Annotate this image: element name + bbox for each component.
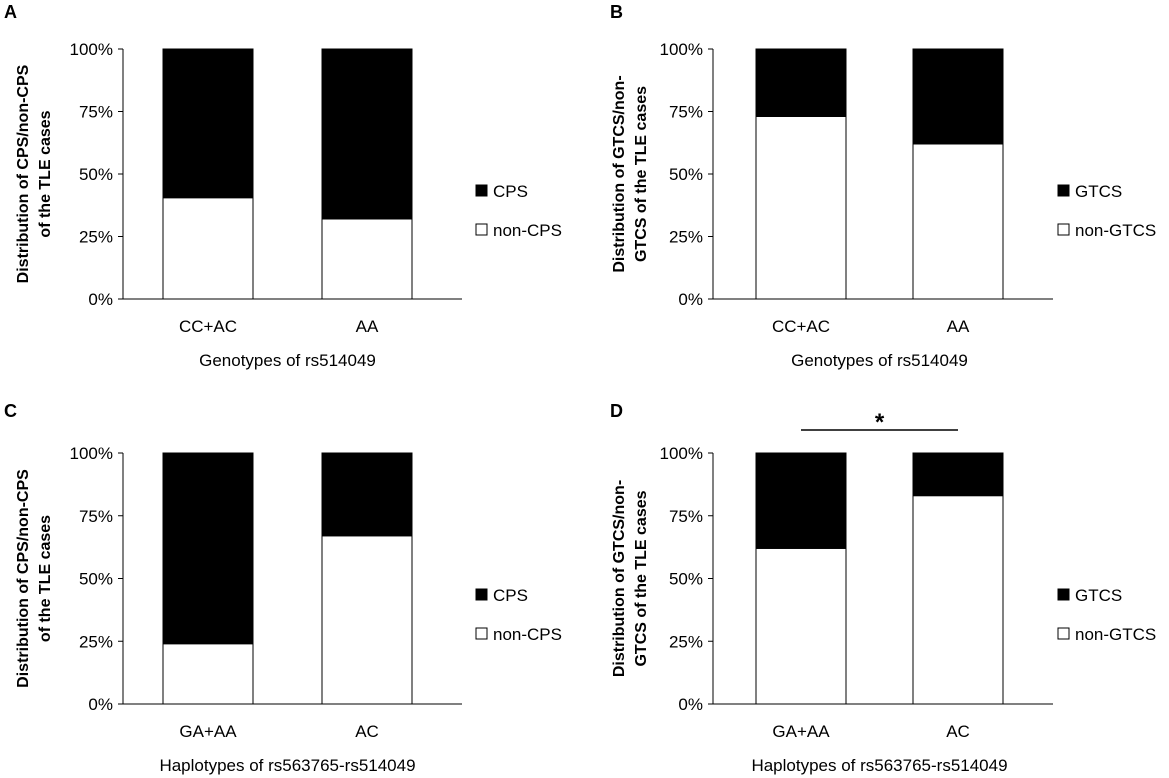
y-tick-label: 0% xyxy=(88,290,113,309)
legend-label-non-gtcs: non-GTCS xyxy=(1075,625,1156,644)
y-axis-title-line: Distribution of GTCS/non- xyxy=(611,75,628,272)
legend-swatch-non-gtcs xyxy=(1057,627,1070,640)
bar-non-gtcs-ac xyxy=(912,495,1004,705)
y-tick-label: 25% xyxy=(669,632,703,651)
bar-non-cps-ac xyxy=(321,535,413,705)
y-axis-title-line: of the TLE cases xyxy=(37,515,54,642)
y-tick-label: 25% xyxy=(79,228,113,247)
legend-swatch-non-gtcs xyxy=(1057,223,1070,236)
legend-label-gtcs: GTCS xyxy=(1075,182,1122,201)
bar-non-cps-ga-aa xyxy=(162,643,254,705)
panel-letter: B xyxy=(610,2,623,22)
bar-cps-ac xyxy=(321,452,413,537)
x-axis-title: Haplotypes of rs563765-rs514049 xyxy=(751,756,1007,775)
y-tick-label: 50% xyxy=(669,165,703,184)
y-axis-title: Distribution of GTCS/non- GTCS of the TLE… xyxy=(611,480,650,677)
y-tick-label: 50% xyxy=(79,570,113,589)
bar-non-cps-cc-ac xyxy=(162,197,254,300)
bar-cps-cc-ac xyxy=(162,48,254,199)
bar-non-gtcs-cc-ac xyxy=(755,116,847,300)
chart-panel-b: B 0% 25% 50% 75% 100% CC+AC AA Genotypes of rs51… xyxy=(610,2,1156,370)
y-axis-title-line: Distribution of CPS/non-CPS xyxy=(15,469,32,688)
y-axis-title: Distribution of GTCS/non- GTCS of the TLE… xyxy=(611,75,650,272)
legend-label-non-cps: non-CPS xyxy=(493,625,562,644)
y-tick-label: 0% xyxy=(88,695,113,714)
y-tick-label: 0% xyxy=(678,695,703,714)
legend-label-non-gtcs: non-GTCS xyxy=(1075,221,1156,240)
legend-swatch-cps xyxy=(475,588,488,601)
bar-gtcs-aa xyxy=(912,48,1004,145)
chart-panel-c: C 0% 25% 50% 75% 100% GA+AA AC Haplotypes of rs5… xyxy=(4,401,562,775)
x-category-label: GA+AA xyxy=(179,722,237,741)
legend-swatch-cps xyxy=(475,184,488,197)
chart-panel-a: A 0% 25% 50% 75% 100% CC+AC AA Genotypes of rs51… xyxy=(4,2,562,370)
x-category-label: AC xyxy=(946,722,970,741)
legend-swatch-non-cps xyxy=(475,627,488,640)
x-category-label: AC xyxy=(355,722,379,741)
y-axis-title-line: Distribution of CPS/non-CPS xyxy=(15,64,32,283)
x-category-label: CC+AC xyxy=(772,317,830,336)
panel-letter: D xyxy=(610,401,623,421)
x-axis-title: Genotypes of rs514049 xyxy=(791,351,968,370)
bar-cps-aa xyxy=(321,48,413,220)
x-category-label: GA+AA xyxy=(772,722,830,741)
legend-swatch-gtcs xyxy=(1057,588,1070,601)
y-axis-title-line: of the TLE cases xyxy=(37,110,54,237)
y-axis-title: Distribution of CPS/non-CPS of the TLE ca… xyxy=(15,64,54,283)
y-axis-title-line: GTCS of the TLE cases xyxy=(633,86,650,262)
y-axis-title: Distribution of CPS/non-CPS of the TLE ca… xyxy=(15,469,54,688)
y-axis-title-line: GTCS of the TLE cases xyxy=(633,490,650,666)
significance-marker: * xyxy=(875,409,885,436)
bar-non-cps-aa xyxy=(321,218,413,300)
y-tick-label: 100% xyxy=(70,444,113,463)
panel-letter: A xyxy=(4,2,17,22)
panel-letter: C xyxy=(4,401,17,421)
bar-cps-ga-aa xyxy=(162,452,254,645)
y-tick-label: 25% xyxy=(79,632,113,651)
y-tick-label: 75% xyxy=(79,103,113,122)
chart-panel-d: D 0% 25% 50% 75% 100% GA+AA AC Haplotypes of rs5… xyxy=(610,401,1156,775)
y-tick-label: 25% xyxy=(669,228,703,247)
legend-swatch-non-cps xyxy=(475,223,488,236)
legend-label-gtcs: GTCS xyxy=(1075,586,1122,605)
y-tick-label: 100% xyxy=(660,444,703,463)
y-tick-label: 50% xyxy=(79,165,113,184)
x-category-label: CC+AC xyxy=(179,317,237,336)
bar-gtcs-ac xyxy=(912,452,1004,497)
bar-non-gtcs-aa xyxy=(912,143,1004,300)
y-tick-label: 100% xyxy=(660,40,703,59)
y-axis-title-line: Distribution of GTCS/non- xyxy=(611,480,628,677)
legend-label-cps: CPS xyxy=(493,586,528,605)
bar-gtcs-ga-aa xyxy=(755,452,847,549)
y-tick-label: 75% xyxy=(669,103,703,122)
y-tick-label: 50% xyxy=(669,570,703,589)
bar-gtcs-cc-ac xyxy=(755,48,847,117)
legend-label-cps: CPS xyxy=(493,182,528,201)
bar-non-gtcs-ga-aa xyxy=(755,547,847,705)
y-tick-label: 75% xyxy=(79,507,113,526)
x-category-label: AA xyxy=(947,317,970,336)
legend-label-non-cps: non-CPS xyxy=(493,221,562,240)
y-tick-label: 0% xyxy=(678,290,703,309)
y-tick-label: 100% xyxy=(70,40,113,59)
x-category-label: AA xyxy=(356,317,379,336)
x-axis-title: Haplotypes of rs563765-rs514049 xyxy=(159,756,415,775)
legend-swatch-gtcs xyxy=(1057,184,1070,197)
x-axis-title: Genotypes of rs514049 xyxy=(199,351,376,370)
y-tick-label: 75% xyxy=(669,507,703,526)
